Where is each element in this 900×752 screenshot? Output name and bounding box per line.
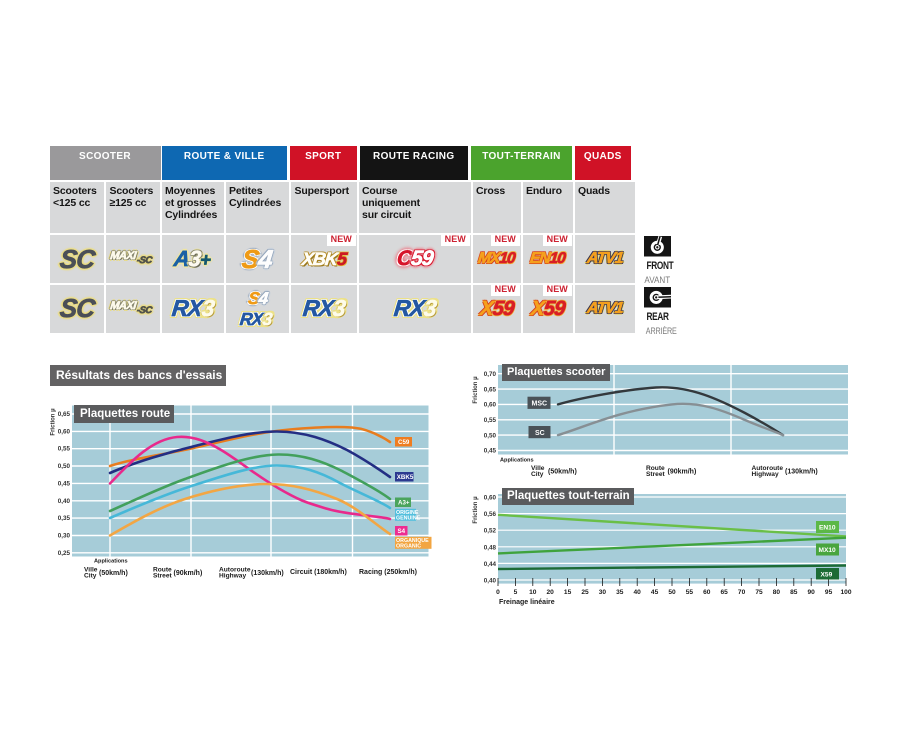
svg-text:0,65: 0,65: [58, 411, 71, 418]
svg-text:City: City: [84, 573, 97, 580]
svg-text:(130km/h): (130km/h): [251, 570, 284, 577]
svg-text:20: 20: [547, 589, 555, 596]
svg-text:0,56: 0,56: [484, 511, 497, 518]
svg-text:Route: Route: [153, 567, 172, 574]
svg-text:Street: Street: [646, 471, 665, 478]
svg-text:Circuit (180km/h): Circuit (180km/h): [290, 569, 347, 576]
svg-text:Route: Route: [646, 465, 665, 472]
svg-text:65: 65: [721, 589, 729, 596]
svg-text:0,45: 0,45: [58, 480, 71, 487]
svg-text:Ville: Ville: [531, 465, 545, 472]
svg-text:(50km/h): (50km/h): [548, 469, 577, 476]
svg-text:Freinage linéaire: Freinage linéaire: [499, 599, 555, 606]
svg-text:0,40: 0,40: [484, 578, 497, 585]
svg-text:Ville: Ville: [84, 567, 98, 574]
svg-text:SC: SC: [535, 430, 545, 437]
svg-text:C59: C59: [398, 439, 410, 446]
svg-text:Street: Street: [153, 573, 172, 580]
svg-text:0,44: 0,44: [484, 561, 497, 568]
svg-text:(130km/h): (130km/h): [785, 469, 818, 476]
svg-text:(90km/h): (90km/h): [668, 469, 697, 476]
svg-text:0,55: 0,55: [484, 417, 497, 424]
svg-text:0,65: 0,65: [484, 386, 497, 393]
svg-text:Applications: Applications: [500, 458, 534, 464]
svg-text:45: 45: [651, 589, 659, 596]
svg-text:Friction µ: Friction µ: [51, 408, 57, 436]
svg-text:100: 100: [840, 589, 851, 596]
svg-text:5: 5: [514, 589, 518, 596]
svg-text:ORGANIC: ORGANIC: [396, 544, 421, 550]
svg-text:(50km/h): (50km/h): [99, 570, 128, 577]
svg-text:70: 70: [738, 589, 746, 596]
svg-text:MSC: MSC: [532, 401, 548, 408]
svg-text:35: 35: [616, 589, 624, 596]
svg-text:60: 60: [703, 589, 711, 596]
svg-text:80: 80: [773, 589, 781, 596]
svg-text:Friction µ: Friction µ: [473, 376, 479, 404]
svg-text:Friction µ: Friction µ: [473, 496, 479, 524]
svg-text:(90km/h): (90km/h): [174, 570, 203, 577]
svg-text:0,30: 0,30: [58, 533, 71, 540]
svg-text:X59: X59: [821, 572, 833, 579]
svg-text:City: City: [531, 471, 544, 478]
svg-text:95: 95: [825, 589, 833, 596]
svg-text:A3+: A3+: [398, 500, 410, 507]
svg-text:0,50: 0,50: [484, 432, 497, 439]
svg-text:0,60: 0,60: [484, 495, 497, 502]
svg-text:0,60: 0,60: [484, 402, 497, 409]
svg-text:15: 15: [564, 589, 572, 596]
svg-text:0,70: 0,70: [484, 371, 497, 378]
svg-text:50: 50: [668, 589, 676, 596]
svg-text:0,40: 0,40: [58, 498, 71, 505]
svg-text:0,52: 0,52: [484, 528, 497, 535]
svg-text:EN10: EN10: [819, 525, 836, 532]
svg-text:Highway: Highway: [752, 471, 779, 478]
svg-text:0,50: 0,50: [58, 463, 71, 470]
svg-text:0,45: 0,45: [484, 448, 497, 455]
svg-text:GENUINE: GENUINE: [396, 516, 421, 522]
svg-text:Autoroute: Autoroute: [752, 465, 784, 472]
svg-text:75: 75: [755, 589, 763, 596]
svg-text:0,48: 0,48: [484, 544, 497, 551]
svg-text:55: 55: [686, 589, 694, 596]
svg-text:25: 25: [581, 589, 589, 596]
svg-text:40: 40: [634, 589, 642, 596]
svg-text:Racing (250km/h): Racing (250km/h): [359, 569, 417, 576]
svg-text:0,60: 0,60: [58, 428, 71, 435]
svg-text:XBK5: XBK5: [397, 474, 414, 481]
svg-text:Autoroute: Autoroute: [219, 567, 251, 574]
svg-text:Highway: Highway: [219, 573, 246, 580]
svg-text:90: 90: [808, 589, 816, 596]
svg-text:10: 10: [529, 589, 537, 596]
svg-text:0,35: 0,35: [58, 515, 71, 522]
svg-text:ORIGINE: ORIGINE: [396, 510, 419, 516]
svg-text:ORGANIQUE: ORGANIQUE: [396, 538, 429, 544]
svg-text:0,55: 0,55: [58, 446, 71, 453]
svg-text:85: 85: [790, 589, 798, 596]
svg-text:30: 30: [599, 589, 607, 596]
svg-text:0: 0: [496, 589, 500, 596]
svg-text:MX10: MX10: [819, 547, 837, 554]
svg-text:Applications: Applications: [94, 559, 128, 565]
svg-text:S4: S4: [398, 528, 406, 535]
svg-text:0,25: 0,25: [58, 550, 71, 557]
